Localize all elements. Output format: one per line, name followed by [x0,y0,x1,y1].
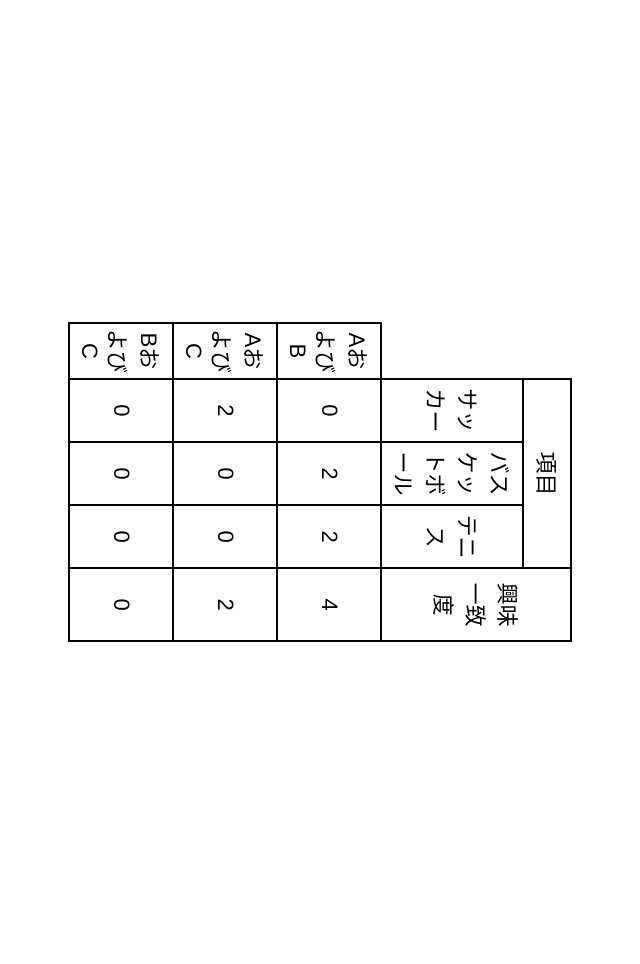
header-sport-0: サッカー [381,379,523,442]
cell-0-2: 2 [277,505,381,568]
cell-1-2: 0 [173,505,277,568]
cell-0-0: 0 [277,379,381,442]
rotated-table-wrapper: 項目 興味一致度 サッカー バスケットボール テニス AおよびB 0 2 2 4… [68,322,572,642]
cell-1-0: 2 [173,379,277,442]
cell-1-match: 2 [173,568,277,641]
interest-match-table: 項目 興味一致度 サッカー バスケットボール テニス AおよびB 0 2 2 4… [68,322,572,642]
table-row: AおよびC 2 0 0 2 [173,323,277,641]
row-label-1: AおよびC [173,323,277,379]
corner-empty [381,323,571,379]
cell-0-1: 2 [277,442,381,505]
cell-2-2: 0 [69,505,173,568]
table-row: BおよびC 0 0 0 0 [69,323,173,641]
cell-2-1: 0 [69,442,173,505]
table-row: AおよびB 0 2 2 4 [277,323,381,641]
cell-1-1: 0 [173,442,277,505]
header-row-1: 項目 興味一致度 [523,323,571,641]
row-label-2: BおよびC [69,323,173,379]
cell-0-match: 4 [277,568,381,641]
cell-2-match: 0 [69,568,173,641]
page: 項目 興味一致度 サッカー バスケットボール テニス AおよびB 0 2 2 4… [0,0,640,964]
header-sport-1: バスケットボール [381,442,523,505]
header-match: 興味一致度 [381,568,571,641]
header-group: 項目 [523,379,571,568]
header-sport-2: テニス [381,505,523,568]
row-label-0: AおよびB [277,323,381,379]
cell-2-0: 0 [69,379,173,442]
